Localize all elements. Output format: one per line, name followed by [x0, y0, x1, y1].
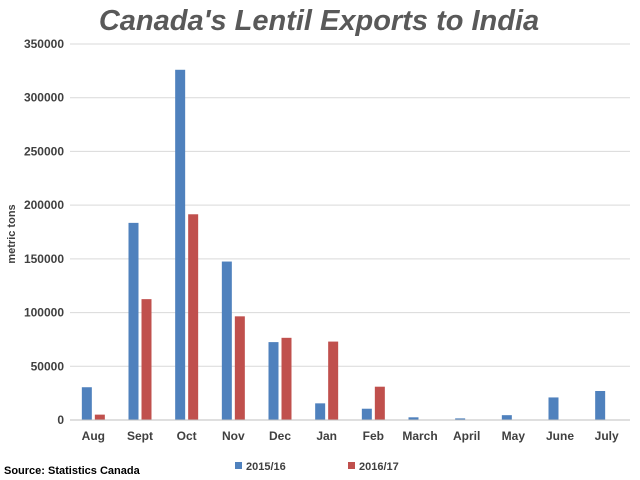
- legend-swatch: [235, 462, 242, 469]
- x-tick-label: Jan: [316, 429, 337, 443]
- bars: [81, 69, 606, 420]
- bar-2015-16-jan: [315, 403, 326, 420]
- y-tick-label: 100000: [24, 306, 64, 320]
- bar-2015-16-may: [501, 415, 512, 420]
- y-tick-label: 300000: [24, 91, 64, 105]
- source-note: Source: Statistics Canada: [4, 465, 141, 477]
- bar-2016-17-dec: [281, 337, 292, 420]
- y-axis-ticks: 0 50000 100000 150000 200000 250000 300000 3500…: [24, 37, 64, 427]
- x-tick-label: Feb: [363, 429, 384, 443]
- bar-2015-16-sept: [128, 222, 139, 420]
- x-tick-label: May: [502, 429, 526, 443]
- bar-2015-16-nov: [221, 261, 232, 420]
- x-axis-ticks: Aug Sept Oct Nov Dec Jan Feb March April May June J…: [82, 429, 619, 443]
- legend-label: 2015/16: [246, 461, 286, 473]
- x-tick-label: Dec: [269, 429, 291, 443]
- y-tick-label: 50000: [31, 359, 65, 373]
- legend: 2015/16 2016/17: [235, 461, 399, 473]
- bar-2015-16-april: [455, 418, 466, 420]
- bar-2015-16-oct: [175, 69, 186, 420]
- legend-swatch: [348, 462, 355, 469]
- bar-2015-16-aug: [81, 387, 92, 420]
- bar-2016-17-oct: [188, 214, 199, 420]
- chart-title: Canada's Lentil Exports to India: [99, 5, 539, 37]
- x-tick-label: March: [402, 429, 437, 443]
- x-tick-label: Sept: [127, 429, 153, 443]
- x-tick-label: Oct: [177, 429, 197, 443]
- y-tick-label: 0: [57, 413, 64, 427]
- y-tick-label: 150000: [24, 252, 64, 266]
- y-tick-label: 200000: [24, 198, 64, 212]
- x-tick-label: Aug: [82, 429, 105, 443]
- legend-label: 2016/17: [359, 461, 399, 473]
- bar-2015-16-june: [548, 397, 559, 420]
- y-tick-label: 350000: [24, 37, 64, 51]
- y-axis-label: metric tons: [6, 204, 18, 263]
- y-tick-label: 250000: [24, 144, 64, 158]
- bar-2015-16-dec: [268, 342, 279, 420]
- bar-2016-17-sept: [141, 299, 152, 420]
- bar-2015-16-july: [595, 390, 606, 420]
- gridlines: [70, 43, 630, 367]
- x-tick-label: July: [595, 429, 619, 443]
- bar-2015-16-march: [408, 417, 419, 420]
- bar-2016-17-feb: [374, 386, 385, 420]
- x-tick-label: Nov: [222, 429, 245, 443]
- bar-2016-17-jan: [328, 341, 339, 420]
- bar-2015-16-feb: [361, 408, 372, 420]
- bar-2016-17-nov: [234, 316, 245, 420]
- bar-2016-17-aug: [94, 414, 105, 420]
- x-tick-label: June: [546, 429, 574, 443]
- x-tick-label: April: [453, 429, 480, 443]
